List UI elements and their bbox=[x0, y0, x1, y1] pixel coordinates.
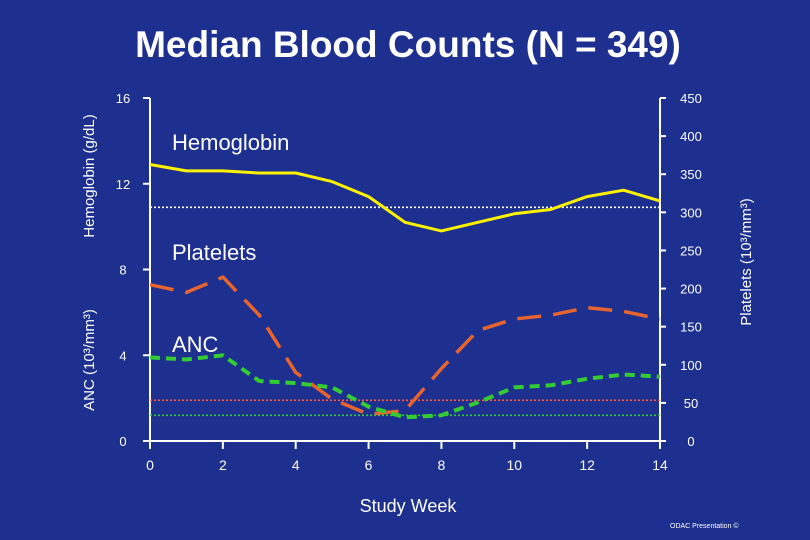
left-tick-label: 8 bbox=[119, 263, 126, 278]
right-tick-label: 400 bbox=[680, 129, 702, 144]
chart-title: Median Blood Counts (N = 349) bbox=[135, 24, 681, 65]
x-tick-label: 0 bbox=[146, 457, 154, 473]
right-tick-label: 300 bbox=[680, 205, 702, 220]
x-tick-label: 14 bbox=[652, 457, 668, 473]
footer-note: ODAC Presentation © bbox=[670, 522, 739, 530]
annotation-platelets: Platelets bbox=[172, 240, 256, 265]
series-line-hemoglobin bbox=[149, 163, 661, 233]
left-tick-label: 16 bbox=[116, 91, 130, 106]
series-line-platelets bbox=[149, 275, 661, 417]
reference-lines bbox=[150, 206, 660, 417]
left-axis-label-anc: ANC (10³/mm³) bbox=[81, 309, 98, 411]
right-tick-label: 350 bbox=[680, 167, 702, 182]
x-tick-label: 8 bbox=[438, 457, 446, 473]
x-tick-label: 10 bbox=[506, 457, 522, 473]
x-axis-label: Study Week bbox=[360, 496, 458, 516]
right-tick-label: 200 bbox=[680, 282, 702, 297]
right-axis-label-platelets: Platelets (10³/mm³) bbox=[738, 198, 755, 326]
left-axis-label-hemoglobin: Hemoglobin (g/dL) bbox=[81, 114, 98, 237]
left-tick-label: 12 bbox=[116, 177, 130, 192]
right-tick-label: 100 bbox=[680, 358, 702, 373]
left-tick-label: 4 bbox=[119, 348, 126, 363]
x-tick-label: 12 bbox=[579, 457, 595, 473]
annotation-anc: ANC bbox=[172, 332, 219, 357]
right-tick-label: 450 bbox=[680, 91, 702, 106]
annotation-hemoglobin: Hemoglobin bbox=[172, 130, 289, 155]
right-tick-label: 50 bbox=[684, 396, 698, 411]
axis-labels: 0 2 4 6 8 10 12 14 0 4 8 12 16 0 50 100 150 200 250 300 350 4… bbox=[116, 91, 702, 473]
x-tick-label: 6 bbox=[365, 457, 373, 473]
left-tick-label: 0 bbox=[119, 434, 126, 449]
axes bbox=[143, 97, 666, 449]
x-tick-label: 2 bbox=[219, 457, 227, 473]
right-tick-label: 250 bbox=[680, 243, 702, 258]
series-line-anc bbox=[149, 353, 661, 420]
right-tick-label: 0 bbox=[687, 434, 694, 449]
series-layer bbox=[149, 163, 661, 420]
x-tick-label: 4 bbox=[292, 457, 300, 473]
right-tick-label: 150 bbox=[680, 320, 702, 335]
